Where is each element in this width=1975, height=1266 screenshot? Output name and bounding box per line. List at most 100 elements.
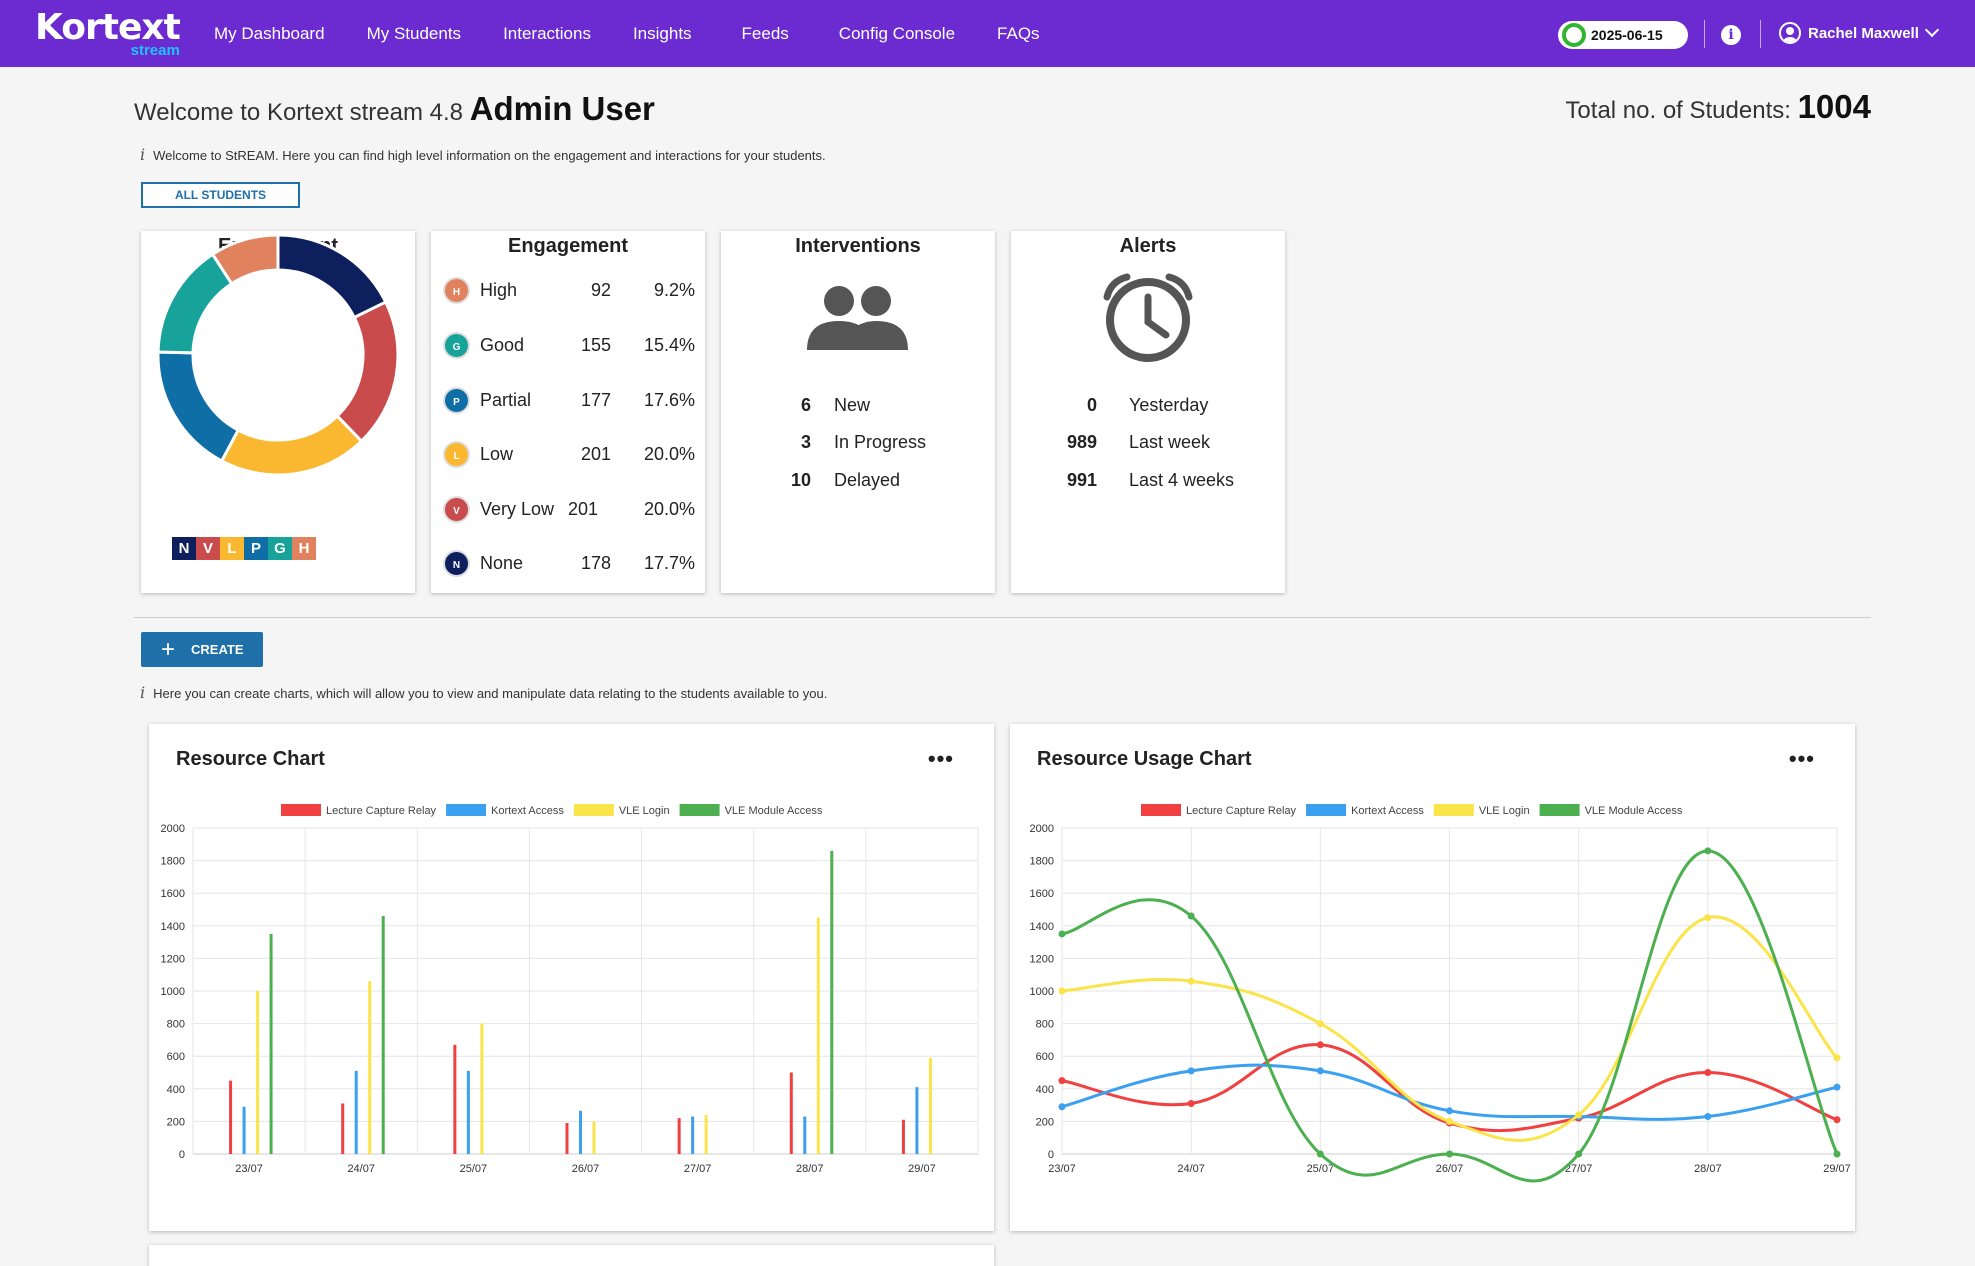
legend-none[interactable]: N xyxy=(172,537,196,560)
data-point[interactable] xyxy=(1446,1150,1453,1158)
bar[interactable] xyxy=(704,1114,708,1154)
alert-row-last-4-weeks[interactable]: 991 Last 4 weeks xyxy=(1051,470,1234,491)
legend-label[interactable]: Kortext Access xyxy=(1351,805,1424,817)
data-point[interactable] xyxy=(1833,1054,1841,1062)
interventions-card[interactable]: Interventions 6 New 3 In Progress 10 Del… xyxy=(721,231,995,593)
date-selector[interactable]: 2025-06-15 xyxy=(1558,21,1688,49)
nav-insights[interactable]: Insights xyxy=(632,23,692,43)
legend-label[interactable]: VLE Module Access xyxy=(725,805,823,817)
all-students-button[interactable]: ALL STUDENTS xyxy=(141,182,300,208)
data-point[interactable] xyxy=(1833,1083,1841,1091)
data-point[interactable] xyxy=(1704,1113,1712,1121)
data-point[interactable] xyxy=(1446,1117,1453,1125)
legend-good[interactable]: G xyxy=(268,537,292,560)
engagement-row-low[interactable]: L Low 201 20.0% xyxy=(443,441,695,468)
bar[interactable] xyxy=(242,1106,246,1154)
legend-swatch[interactable] xyxy=(1433,804,1474,816)
legend-swatch[interactable] xyxy=(1539,804,1580,816)
intervention-row-new[interactable]: 6 New xyxy=(781,395,870,416)
data-point[interactable] xyxy=(1316,1150,1324,1158)
alert-row-last-week[interactable]: 989 Last week xyxy=(1051,432,1210,453)
legend-label[interactable]: Kortext Access xyxy=(491,805,564,817)
legend-low[interactable]: L xyxy=(220,537,244,560)
bar[interactable] xyxy=(354,1070,358,1154)
donut-slice-none[interactable] xyxy=(276,233,388,320)
legend-swatch[interactable] xyxy=(1306,804,1347,816)
bar[interactable] xyxy=(592,1121,596,1154)
legend-swatch[interactable] xyxy=(679,804,720,816)
create-chart-button[interactable]: + CREATE xyxy=(141,632,263,667)
nav-interactions[interactable]: Interactions xyxy=(503,23,591,43)
data-point[interactable] xyxy=(1704,914,1712,922)
donut-slice-very-low[interactable] xyxy=(335,300,400,444)
engagement-row-partial[interactable]: P Partial 177 17.6% xyxy=(443,387,695,414)
data-point[interactable] xyxy=(1187,1099,1195,1107)
bar[interactable] xyxy=(453,1044,457,1154)
bar[interactable] xyxy=(381,916,385,1154)
bar[interactable] xyxy=(691,1116,695,1154)
bar[interactable] xyxy=(256,991,260,1154)
bar[interactable] xyxy=(341,1103,345,1154)
legend-swatch[interactable] xyxy=(281,804,321,816)
nav-my-students[interactable]: My Students xyxy=(366,23,462,43)
bar[interactable] xyxy=(830,850,834,1154)
engagement-row-high[interactable]: H High 92 9.2% xyxy=(443,277,695,304)
info-icon[interactable]: i xyxy=(1721,25,1741,45)
engagement-row-good[interactable]: G Good 155 15.4% xyxy=(443,332,695,359)
bar[interactable] xyxy=(803,1116,807,1154)
bar[interactable] xyxy=(579,1110,582,1154)
data-point[interactable] xyxy=(1575,1150,1583,1158)
nav-feeds[interactable]: Feeds xyxy=(741,23,789,43)
alerts-card[interactable]: Alerts 0 Yesterday 989 Last week 991 Las… xyxy=(1011,231,1285,593)
more-options-icon[interactable]: ••• xyxy=(927,746,954,771)
data-point[interactable] xyxy=(1575,1111,1583,1119)
data-point[interactable] xyxy=(1446,1107,1453,1115)
legend-swatch[interactable] xyxy=(446,804,487,816)
legend-swatch[interactable] xyxy=(1141,804,1181,816)
data-point[interactable] xyxy=(1187,977,1195,985)
data-point[interactable] xyxy=(1316,1041,1324,1049)
legend-label[interactable]: Lecture Capture Relay xyxy=(326,805,437,817)
bar[interactable] xyxy=(816,917,820,1154)
bar[interactable] xyxy=(901,1119,905,1154)
data-point[interactable] xyxy=(1833,1116,1841,1124)
user-menu[interactable]: Rachel Maxwell xyxy=(1779,22,1939,44)
intervention-row-delayed[interactable]: 10 Delayed xyxy=(781,470,900,491)
bar[interactable] xyxy=(928,1057,932,1154)
data-point[interactable] xyxy=(1316,1067,1324,1075)
data-point[interactable] xyxy=(1058,987,1066,995)
donut-slice-partial[interactable] xyxy=(156,350,241,464)
data-point[interactable] xyxy=(1704,1069,1712,1076)
bar[interactable] xyxy=(269,933,273,1154)
bar[interactable] xyxy=(229,1080,233,1154)
bar[interactable] xyxy=(915,1087,919,1154)
donut-slice-high[interactable] xyxy=(210,233,280,286)
kortext-logo[interactable]: Kortext stream xyxy=(35,8,181,59)
donut-slice-low[interactable] xyxy=(219,413,364,477)
data-point[interactable] xyxy=(1058,1077,1066,1085)
bar[interactable] xyxy=(480,1023,484,1154)
legend-partial[interactable]: P xyxy=(244,537,268,560)
data-point[interactable] xyxy=(1833,1150,1841,1158)
data-point[interactable] xyxy=(1058,1103,1066,1111)
data-point[interactable] xyxy=(1316,1020,1324,1028)
legend-label[interactable]: Lecture Capture Relay xyxy=(1186,805,1297,817)
bar[interactable] xyxy=(466,1070,470,1154)
bar[interactable] xyxy=(565,1123,569,1154)
nav-faqs[interactable]: FAQs xyxy=(997,23,1040,43)
engagement-row-very-low[interactable]: V Very Low 201 20.0% xyxy=(443,496,695,523)
data-point[interactable] xyxy=(1187,912,1195,920)
legend-label[interactable]: VLE Login xyxy=(619,805,670,817)
data-point[interactable] xyxy=(1187,1067,1195,1075)
legend-very-low[interactable]: V xyxy=(196,537,220,560)
alert-row-yesterday[interactable]: 0 Yesterday xyxy=(1051,395,1208,416)
legend-high[interactable]: H xyxy=(292,537,316,560)
data-point[interactable] xyxy=(1058,930,1066,938)
data-point[interactable] xyxy=(1704,847,1712,855)
bar[interactable] xyxy=(368,981,372,1154)
legend-swatch[interactable] xyxy=(573,804,614,816)
series-line[interactable] xyxy=(1061,849,1839,1183)
more-options-icon[interactable]: ••• xyxy=(1788,746,1815,771)
legend-label[interactable]: VLE Module Access xyxy=(1585,805,1683,817)
nav-my-dashboard[interactable]: My Dashboard xyxy=(214,23,325,43)
